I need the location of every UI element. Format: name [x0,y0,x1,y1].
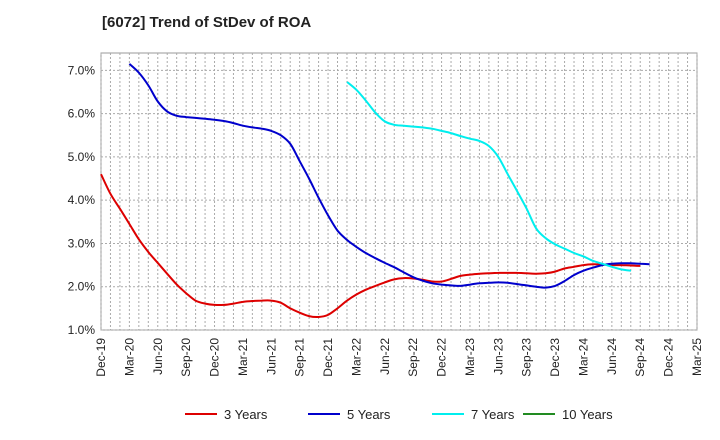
x-tick-label: Sep-21 [293,338,307,377]
series-line-3-years [100,173,641,319]
y-tick-label: 2.0% [68,280,96,294]
y-tick-label: 1.0% [68,323,96,337]
x-tick-label: Dec-21 [321,338,335,377]
y-axis-ticks: 1.0% 2.0% 3.0% 4.0% 5.0% 6.0% 7.0% [68,63,96,337]
x-tick-label: Sep-20 [179,338,193,377]
chart-title: [6072] Trend of StDev of ROA [102,14,312,31]
x-tick-label: Jun-22 [378,338,392,375]
x-tick-label: Dec-20 [208,338,222,377]
x-tick-label: Jun-21 [264,338,278,375]
y-tick-label: 6.0% [68,107,96,121]
x-tick-label: Dec-23 [548,338,562,377]
series-line-5-years [128,63,650,289]
x-tick-label: Sep-24 [633,338,647,377]
legend-label: 7 Years [471,407,515,422]
y-tick-label: 4.0% [68,193,96,207]
y-tick-label: 3.0% [68,236,96,250]
series-lines [100,63,650,319]
legend-label: 3 Years [224,407,268,422]
x-tick-label: Dec-22 [435,338,449,377]
x-tick-label: Mar-20 [122,338,136,376]
x-tick-label: Jun-23 [491,338,505,375]
x-tick-label: Jun-20 [151,338,165,375]
legend-label: 5 Years [347,407,391,422]
x-tick-label: Mar-24 [576,338,590,376]
x-tick-label: Dec-24 [662,338,676,377]
x-tick-label: Mar-21 [236,338,250,376]
y-tick-label: 5.0% [68,150,96,164]
legend-label: 10 Years [562,407,613,422]
x-tick-label: Sep-23 [520,338,534,377]
series-line-7-years [346,81,632,272]
x-tick-label: Mar-25 [690,338,704,376]
grid-lines [100,53,698,331]
x-tick-label: Sep-22 [406,338,420,377]
plot-area [100,52,698,331]
x-axis-ticks: Dec-19 Mar-20 Jun-20 Sep-20 Dec-20 Mar-21 Jun-… [94,338,704,377]
legend: 3 Years 5 Years 7 Years 10 Years [185,407,613,422]
x-tick-label: Mar-22 [349,338,363,376]
y-tick-label: 7.0% [68,63,96,77]
x-tick-label: Jun-24 [605,338,619,375]
x-tick-label: Dec-19 [94,338,108,377]
x-tick-label: Mar-23 [463,338,477,376]
